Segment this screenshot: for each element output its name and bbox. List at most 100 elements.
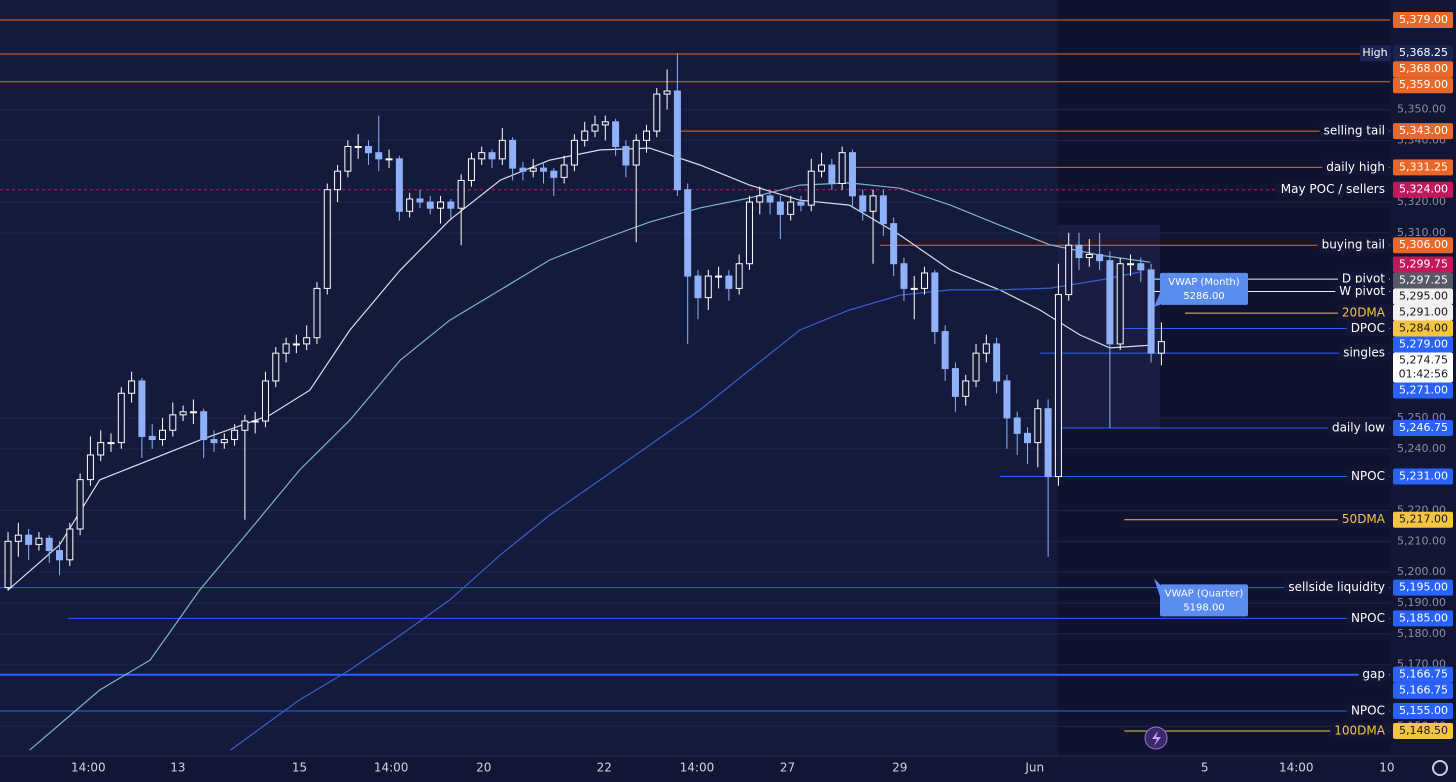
candle-body (1013, 417, 1021, 434)
candle-body (848, 152, 856, 197)
level-label-bg (1337, 304, 1390, 321)
candle-body (1085, 253, 1093, 259)
candle-body (642, 130, 650, 141)
price-tag (1393, 336, 1453, 353)
price-tag-label: 5,166.75 (1399, 668, 1448, 681)
vwap-value: 5286.00 (1183, 291, 1224, 302)
price-tag (1393, 666, 1453, 683)
candle-body (261, 380, 269, 422)
level-label-bg (1337, 511, 1390, 528)
candle-body (797, 201, 805, 206)
level-label-bg (1358, 666, 1389, 683)
candle-body (879, 195, 887, 225)
price-tag (1393, 610, 1453, 627)
candle-body (25, 534, 33, 545)
price-tag-label: 5,343.00 (1399, 124, 1448, 137)
candle-body (220, 439, 228, 444)
price-tag (1393, 382, 1453, 399)
price-tag-label: 5,155.00 (1399, 704, 1448, 717)
price-tag-label: 5,166.75 (1399, 684, 1448, 697)
candle-body (1106, 260, 1114, 345)
candle-body (828, 164, 836, 185)
vwap-pointer (1154, 292, 1160, 307)
candle-body (200, 411, 208, 441)
price-tag (1393, 419, 1453, 436)
level-label-bg (1317, 236, 1389, 253)
candle-body (570, 139, 578, 166)
settings-icon[interactable] (1432, 760, 1448, 776)
candle-body (313, 287, 321, 339)
price-tag-label: 5,185.00 (1399, 611, 1448, 624)
candle-body (910, 287, 918, 290)
candle-body (56, 550, 64, 561)
price-tags: 5,379.00 5,368.25 High 5,368.00 5,359.00 5,34… (1360, 12, 1453, 740)
level-label: daily high (1326, 160, 1385, 174)
price-tag (1393, 256, 1453, 273)
past-sessions-bg (0, 0, 1058, 756)
candle-body (715, 275, 723, 278)
price-tag-label: 5,331.25 (1399, 160, 1448, 173)
candle-body (117, 392, 125, 444)
candle-body (807, 170, 815, 206)
y-tick-label: 5,200.00 (1397, 565, 1446, 578)
price-tag-label: 5,284.00 (1399, 321, 1448, 334)
level-label: NPOC (1351, 469, 1385, 483)
time-axis: 14:00 13 15 14:00 20 22 14:00 27 29 Jun 5 14:00 10 (71, 761, 1394, 775)
candle-body (179, 411, 187, 416)
y-tick-label: 5,320.00 (1397, 195, 1446, 208)
price-tag (1393, 159, 1453, 176)
level-label-bg (1276, 181, 1389, 198)
price-tag-label: 5,231.00 (1399, 470, 1448, 483)
level-label: 20DMA (1342, 306, 1386, 320)
candle-body (66, 528, 74, 561)
candle-body (303, 337, 311, 345)
candle-body (787, 201, 795, 215)
candle-body (4, 540, 12, 589)
level-label-bg (1322, 158, 1389, 175)
price-tag-label: 5,246.75 (1399, 421, 1448, 434)
price-tag-label: 5,297.25 (1399, 273, 1448, 286)
candle-body (735, 263, 743, 289)
candle-body (189, 411, 197, 414)
price-tag (1393, 304, 1453, 321)
candle-body (560, 164, 568, 178)
price-tag-label: 5,379.00 (1399, 13, 1448, 26)
candle-body (395, 158, 403, 212)
candle-body (292, 343, 300, 346)
candle-body (272, 352, 280, 382)
x-tick-label: 14:00 (374, 761, 409, 775)
candle-body (776, 201, 784, 215)
price-tag-label: 5,279.00 (1399, 337, 1448, 350)
y-tick-label: 5,180.00 (1397, 627, 1446, 640)
vwap-pointer (1154, 578, 1160, 597)
candle-body (890, 223, 898, 265)
candle-body (1157, 341, 1165, 354)
candle-body (138, 380, 146, 437)
level-label: selling tail (1324, 124, 1385, 138)
candle-body (231, 429, 239, 441)
price-tag (1393, 181, 1453, 198)
price-tag-label: 5,359.00 (1399, 78, 1448, 91)
candle-body (334, 170, 342, 191)
candle-body (86, 454, 94, 481)
candle-body (694, 275, 702, 299)
candle-body (941, 331, 949, 370)
price-tag (1393, 702, 1453, 719)
candle-body (45, 537, 53, 552)
price-tag-label: 5,368.25 (1399, 46, 1448, 59)
candle-body (447, 201, 455, 209)
y-tick-label: 5,310.00 (1397, 226, 1446, 239)
candle-body (323, 189, 331, 289)
candle-body (375, 152, 383, 160)
candle-body (756, 195, 764, 203)
level-label: 100DMA (1334, 724, 1385, 738)
x-tick-label: Jun (1024, 761, 1044, 775)
price-tag-label: 5,271.00 (1399, 383, 1448, 396)
candle-body (364, 146, 372, 154)
level-label-bg (1337, 270, 1390, 287)
candle-body (426, 201, 434, 209)
moving-average (230, 271, 1140, 751)
price-tag (1393, 682, 1453, 699)
candle-body (632, 139, 640, 166)
candle-body (251, 420, 259, 423)
